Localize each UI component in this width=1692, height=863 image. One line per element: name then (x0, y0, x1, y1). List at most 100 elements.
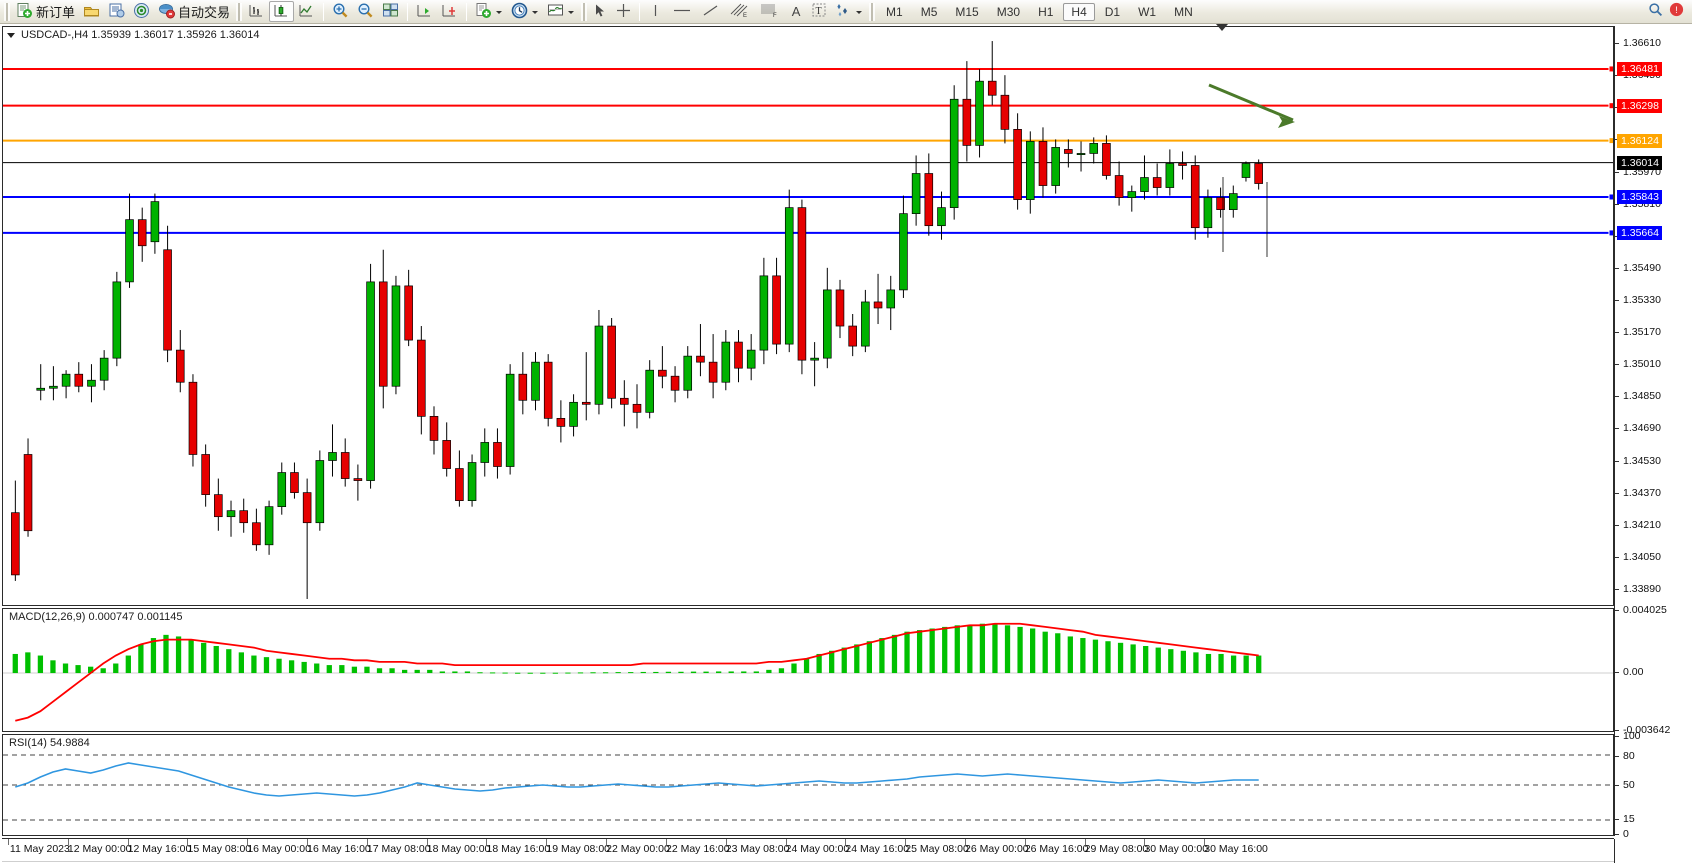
zoom-out-button[interactable] (353, 1, 378, 22)
time-tick-label: 22 May 00:00 (606, 843, 670, 855)
scroll-position-marker[interactable] (1216, 24, 1228, 31)
period-button[interactable] (507, 1, 543, 22)
rsi-pane[interactable]: RSI(14) 54.9884 (2, 734, 1614, 836)
fibonacci-icon: F (759, 2, 781, 21)
chevron-down-icon-4[interactable] (855, 5, 863, 19)
search-icon[interactable] (1648, 2, 1663, 22)
level-handle-1.36298[interactable] (1608, 102, 1614, 110)
price-tick: 1.33890 (1615, 583, 1661, 595)
price-tick: 1.34530 (1615, 455, 1661, 467)
horizontal-line-button[interactable] (667, 1, 697, 22)
timeframe-h1[interactable]: H1 (1038, 4, 1054, 19)
chart-collapse-icon[interactable] (7, 33, 15, 38)
price-tick: 1.35330 (1615, 294, 1661, 306)
timeframe-h4[interactable]: H4 (1063, 2, 1095, 21)
macd-label: MACD(12,26,9) 0.000747 0.001145 (7, 611, 185, 623)
zoom-in-button[interactable] (328, 1, 353, 22)
svg-text:E: E (743, 13, 747, 18)
timeframe-w1[interactable]: W1 (1138, 4, 1157, 19)
axis-corner (1614, 839, 1692, 863)
text-label-button[interactable]: T (807, 1, 831, 22)
price-axis[interactable]: 1.366101.364501.362901.361301.359701.358… (1614, 26, 1692, 840)
price-tick: 1.34690 (1615, 422, 1661, 434)
resistance-2-label[interactable]: 1.36481 (1617, 61, 1662, 76)
price-tick: 1.34370 (1615, 487, 1661, 499)
timeframe-m1[interactable]: M1 (886, 4, 903, 19)
timeframe-m15[interactable]: M15 (955, 4, 979, 19)
vertical-line-button[interactable] (644, 1, 667, 22)
radar-icon (133, 2, 150, 22)
templates-button[interactable] (543, 1, 579, 22)
clock-icon (511, 2, 528, 22)
crosshair-button[interactable] (612, 1, 635, 22)
level-handle-1.36481[interactable] (1608, 65, 1614, 73)
new-order-label: 新订单 (36, 5, 76, 20)
time-tick-mark (665, 839, 667, 845)
time-tick-mark (307, 839, 309, 845)
time-tick-mark (725, 839, 727, 845)
svg-text:T: T (816, 6, 822, 17)
chevron-down-icon[interactable] (495, 5, 503, 19)
resistance-1-label[interactable]: 1.36298 (1617, 98, 1662, 113)
time-tick-mark (845, 839, 847, 845)
price-tick: 1.34210 (1615, 519, 1661, 531)
chart-shift-button[interactable] (437, 1, 462, 22)
level-handle-1.35843[interactable] (1608, 193, 1614, 201)
profiles-button[interactable] (79, 1, 104, 22)
horizontal-line-icon (671, 3, 693, 21)
autotrading-label: 自动交易 (178, 5, 231, 20)
new-chart-button[interactable] (471, 1, 507, 22)
text-button[interactable]: A (785, 1, 807, 22)
zoom-in-icon (332, 2, 349, 22)
candlestick-chart-button[interactable] (269, 1, 295, 22)
downtrend-arrow-annotation[interactable] (1208, 83, 1295, 128)
trendline-button[interactable] (697, 1, 725, 22)
time-tick-label: 29 May 08:00 (1084, 843, 1149, 855)
chart-area[interactable]: USDCAD-,H4 1.35939 1.36017 1.35926 1.360… (0, 24, 1692, 863)
time-axis[interactable]: 11 May 2023 12 May 00:00 12 May 16:00 15 Ma… (2, 838, 1614, 862)
level-handle-1.35664[interactable] (1608, 229, 1614, 237)
help-icon[interactable]: ! (1669, 2, 1684, 22)
cursor-button[interactable] (589, 1, 612, 22)
tile-windows-button[interactable] (378, 1, 403, 22)
time-tick-label: 24 May 00:00 (785, 843, 850, 855)
toolbar-grip-4[interactable] (869, 2, 876, 21)
current-price-label[interactable]: 1.36014 (1617, 155, 1662, 170)
timeframe-d1[interactable]: D1 (1104, 4, 1121, 19)
main-toolbar: 新订单 (0, 0, 1692, 24)
chevron-down-icon-2[interactable] (531, 5, 539, 19)
tile-windows-icon (382, 2, 399, 22)
autotrading-button[interactable]: 自动交易 (154, 1, 234, 22)
pivot-label[interactable]: 1.36124 (1617, 133, 1662, 148)
main-price-pane[interactable]: USDCAD-,H4 1.35939 1.36017 1.35926 1.360… (2, 26, 1614, 606)
level-handle-1.36124[interactable] (1608, 137, 1614, 145)
data-window-button[interactable] (129, 1, 154, 22)
time-tick-label: 15 May 08:00 (187, 843, 252, 855)
market-watch-button[interactable] (104, 1, 129, 22)
macd-tick: 0.004025 (1615, 604, 1667, 616)
equidistant-channel-button[interactable]: E (725, 1, 755, 22)
auto-scroll-button[interactable] (412, 1, 437, 22)
macd-svg (3, 622, 1613, 722)
timeframe-m30[interactable]: M30 (996, 4, 1021, 19)
support-1-label[interactable]: 1.35843 (1617, 189, 1662, 204)
shapes-button[interactable] (831, 1, 867, 22)
price-tick: 1.35170 (1615, 326, 1661, 338)
price-tick: 1.36610 (1615, 37, 1661, 49)
line-chart-button[interactable] (294, 1, 319, 22)
support-2-label[interactable]: 1.35664 (1617, 225, 1662, 240)
bar-chart-button[interactable] (244, 1, 269, 22)
toolbar-grip-3[interactable] (581, 2, 588, 21)
toolbar-grip[interactable] (4, 2, 10, 21)
text-label-icon: T (811, 2, 827, 21)
timeframe-mn[interactable]: MN (1174, 4, 1193, 19)
toolbar-grip-2[interactable] (236, 2, 243, 21)
templates-icon (547, 2, 564, 22)
time-tick-mark (1024, 839, 1026, 845)
timeframe-m5[interactable]: M5 (920, 4, 938, 19)
macd-pane[interactable]: MACD(12,26,9) 0.000747 0.001145 (2, 608, 1614, 732)
new-order-button[interactable]: 新订单 (12, 1, 79, 22)
fibonacci-button[interactable]: F (755, 1, 785, 22)
chevron-down-icon-3[interactable] (567, 5, 575, 19)
toolbar-separator-4 (639, 2, 641, 21)
